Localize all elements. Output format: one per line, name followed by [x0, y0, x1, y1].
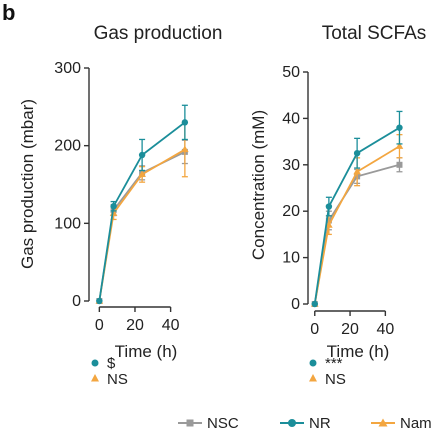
- significance-legend: ***NS: [309, 355, 346, 388]
- legend-marker-nr: [288, 419, 296, 427]
- significance-label: NS: [325, 371, 346, 388]
- total-scfas-chart: Total SCFAs Concentration (mM) Time (h) …: [249, 23, 426, 388]
- significance-marker-nr: [309, 359, 317, 367]
- significance-marker-nam: [309, 374, 317, 382]
- x-tick-label: 0: [310, 321, 319, 338]
- chart-title: Gas production: [94, 23, 223, 44]
- significance-marker-nr: [91, 359, 99, 367]
- data-point-nr-3: [181, 119, 189, 126]
- series-nr: [96, 104, 189, 305]
- data-point-nr-0: [96, 297, 103, 305]
- data-point-nam-3: [395, 142, 404, 149]
- y-tick-label: 200: [54, 138, 81, 155]
- data-point-nr-2: [353, 150, 361, 157]
- x-tick-label: 0: [95, 317, 104, 334]
- data-point-nam-2: [353, 167, 361, 175]
- x-axis-title: Time (h): [327, 342, 390, 361]
- series-line-nr: [313, 126, 400, 305]
- significance-label: ***: [325, 355, 343, 372]
- legend-label-nr: NR: [309, 415, 331, 432]
- panel-letter: b: [2, 0, 15, 25]
- legend-item-nsc: NSC: [178, 415, 239, 432]
- significance-label: $: [107, 355, 116, 372]
- data-point-nr-2: [138, 151, 146, 159]
- chart-title: Total SCFAs: [322, 23, 427, 44]
- x-tick-label: 20: [126, 317, 144, 334]
- data-point-nam-3: [181, 145, 189, 153]
- legend-label-nsc: NSC: [207, 415, 239, 432]
- x-tick-label: 20: [341, 321, 359, 338]
- gas-production-chart: Gas production Gas production (mbar) Tim…: [18, 23, 222, 388]
- y-tick-label: 0: [72, 293, 81, 310]
- series-line-nam: [313, 145, 400, 305]
- y-tick-label: 40: [282, 110, 300, 127]
- legend-item-nr: NR: [280, 415, 331, 432]
- significance-label: NS: [107, 371, 128, 388]
- series-nr: [311, 110, 403, 308]
- data-point-nr-3: [396, 124, 403, 131]
- y-tick-label: 50: [282, 64, 300, 81]
- x-tick-label: 40: [162, 317, 180, 334]
- legend-marker-nam: [378, 418, 388, 427]
- data-point-nr-0: [311, 300, 318, 308]
- legend-item-nam: Nam: [371, 415, 432, 432]
- legend-marker-nsc: [186, 419, 194, 427]
- y-tick-label: 0: [291, 296, 300, 313]
- y-axis-title: Concentration (mM): [249, 110, 268, 260]
- y-axis-title: Gas production (mbar): [18, 99, 37, 269]
- y-tick-label: 30: [282, 157, 300, 174]
- data-point-nsc-3: [396, 161, 403, 168]
- data-point-nam-2: [138, 170, 146, 178]
- significance-marker-nam: [91, 374, 99, 382]
- data-point-nam-1: [325, 221, 333, 228]
- y-tick-label: 10: [282, 250, 300, 267]
- y-tick-label: 20: [282, 203, 300, 220]
- legend-label-nam: Nam: [400, 415, 432, 432]
- y-tick-label: 300: [54, 60, 81, 77]
- y-tick-label: 100: [54, 215, 81, 232]
- x-tick-label: 40: [376, 321, 394, 338]
- x-axis-title: Time (h): [115, 342, 178, 361]
- data-point-nr-1: [110, 203, 117, 210]
- series-line-nr: [98, 121, 186, 302]
- data-point-nr-1: [325, 203, 333, 210]
- significance-legend: $NS: [91, 355, 128, 388]
- series-legend: NSC NR Nam: [178, 415, 432, 432]
